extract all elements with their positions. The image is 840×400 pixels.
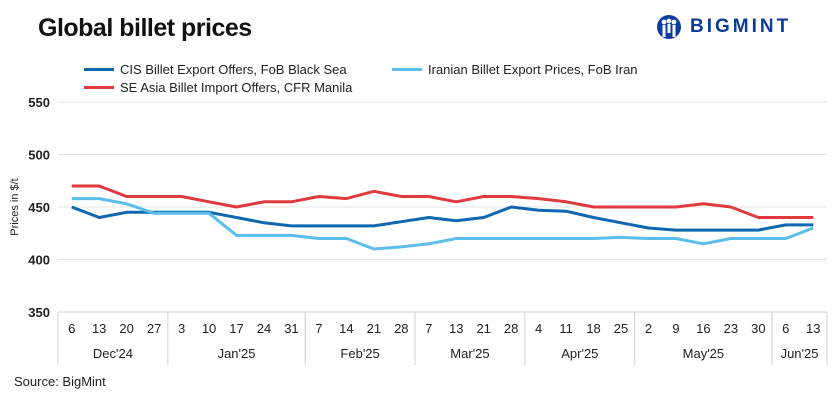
x-tick-label: 27 (147, 321, 161, 336)
logo-text: BIGMINT (690, 16, 792, 37)
legend-label: CIS Billet Export Offers, FoB Black Sea (120, 62, 347, 77)
x-tick-label: 24 (257, 321, 271, 336)
month-label: Dec'24 (93, 346, 133, 361)
legend-swatch (84, 68, 114, 71)
month-label: Mar'25 (450, 346, 489, 361)
chart-title: Global billet prices (38, 14, 252, 42)
x-tick-label: 23 (724, 321, 738, 336)
x-tick-label: 21 (367, 321, 381, 336)
x-tick-label: 25 (614, 321, 628, 336)
x-tick-label: 31 (284, 321, 298, 336)
legend-item-cis: CIS Billet Export Offers, FoB Black Sea (84, 62, 347, 77)
legend-label: Iranian Billet Export Prices, FoB Iran (428, 62, 638, 77)
y-tick-label: 550 (28, 95, 50, 110)
bigmint-logo: BIGMINT (656, 14, 791, 40)
series-line-0 (71, 205, 814, 232)
y-axis-label: Prices in $/t (9, 178, 21, 235)
x-tick-label: 7 (315, 321, 322, 336)
source-note: Source: BigMint (14, 374, 106, 389)
x-tick-label: 28 (504, 321, 518, 336)
y-tick-label: 500 (28, 148, 50, 163)
x-tick-label: 30 (751, 321, 765, 336)
x-tick-label: 13 (449, 321, 463, 336)
x-tick-label: 6 (782, 321, 789, 336)
month-label: May'25 (683, 346, 725, 361)
x-tick-label: 3 (178, 321, 185, 336)
x-tick-label: 18 (586, 321, 600, 336)
x-tick-label: 4 (535, 321, 542, 336)
x-tick-label: 13 (806, 321, 820, 336)
month-label: Jan'25 (218, 346, 256, 361)
y-tick-label: 350 (28, 305, 50, 320)
legend-swatch (392, 68, 422, 71)
logo-icon (657, 15, 681, 39)
x-tick-label: 14 (339, 321, 353, 336)
legend-item-seasia: SE Asia Billet Import Offers, CFR Manila (84, 80, 352, 95)
x-tick-label: 21 (476, 321, 490, 336)
x-tick-label: 10 (202, 321, 216, 336)
x-tick-label: 6 (68, 321, 75, 336)
x-tick-label: 7 (425, 321, 432, 336)
month-label: Jun'25 (781, 346, 819, 361)
series-line-1 (71, 197, 814, 251)
x-tick-label: 16 (696, 321, 710, 336)
series-line-2 (71, 184, 814, 219)
x-tick-label: 20 (119, 321, 133, 336)
x-tick-label: 28 (394, 321, 408, 336)
x-tick-label: 11 (559, 321, 573, 336)
y-tick-label: 400 (28, 253, 50, 268)
month-label: Apr'25 (561, 346, 598, 361)
legend-item-iran: Iranian Billet Export Prices, FoB Iran (392, 62, 638, 77)
legend-swatch (84, 86, 114, 89)
x-tick-label: 2 (645, 321, 652, 336)
x-tick-label: 13 (92, 321, 106, 336)
month-label: Feb'25 (340, 346, 379, 361)
x-tick-label: 9 (672, 321, 679, 336)
y-tick-label: 450 (28, 200, 50, 215)
x-tick-label: 17 (229, 321, 243, 336)
legend-label: SE Asia Billet Import Offers, CFR Manila (120, 80, 353, 95)
